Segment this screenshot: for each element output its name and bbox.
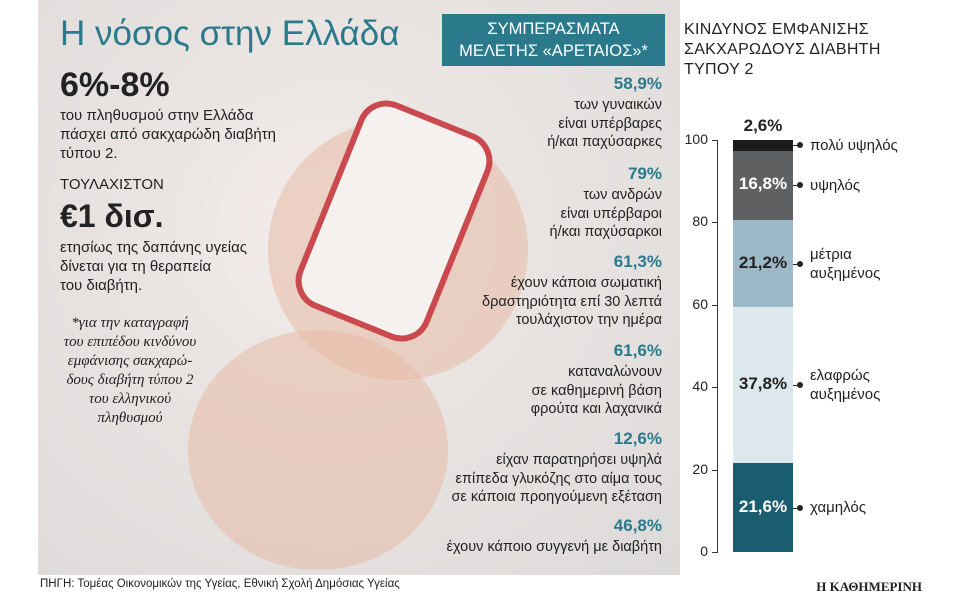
finding-line: φρούτα και λαχανικά [530,401,662,417]
value-label: 21,6% [738,496,788,516]
legend-label: υψηλός [810,176,861,194]
finding-line: σε καθημερινή βάση [531,382,662,399]
text-line: πάσχει από σακχαρώδη διαβήτη [60,126,276,143]
brand: Η ΚΑΘΗΜΕΡΙΝΗ [816,579,922,594]
label: ΤΟΥΛΑΧΙΣΤΟΝ [60,176,164,193]
value-label: 2,6% [743,116,783,135]
finding-line: ή/και παχύσαρκες [547,134,662,150]
finding-line: είχαν παρατηρήσει υψηλά [496,452,662,468]
finding-line: επίπεδα γλυκόζης στο αίμα τους [455,470,662,487]
y-tick [712,552,718,553]
value-label: 37,8% [738,374,788,394]
legend-label: μέτρια αυξημένος [810,245,881,282]
finding-number: 46,8% [613,516,662,535]
text-line: του πληθυσμού στην Ελλάδα [60,107,254,124]
source: ΠΗΓΗ: Τομέας Οικονομικών της Υγείας, Εθν… [40,578,400,590]
pointer-line [793,385,797,387]
pointer-dot [797,382,803,389]
text-line: τύπου 2. [60,145,118,162]
bar-segment [733,307,793,463]
note-line: του ελληνικού [88,391,172,407]
text-line: ετησίως της δαπάνης υγείας [60,239,248,256]
pointer-line [793,145,799,147]
finding-line: είναι υπέρβαρες [558,115,662,132]
study-header: ΣΥΜΠΕΡΑΣΜΑΤΑ ΜΕΛΕΤΗΣ «ΑΡΕΤΑΙΟΣ»* [442,14,665,66]
finding-line: δραστηριότητα επί 30 λεπτά [482,293,662,310]
pointer-dot [797,504,803,511]
hand-shape [188,330,448,570]
y-tick [712,387,718,389]
note-line: πληθυσμού [97,410,163,426]
note-line: του επιπέδου κινδύνου [63,334,197,350]
chart-panel [680,0,960,575]
legend-label: χαμηλός [810,499,866,516]
finding-line: έχουν κάποιο συγγενή με διαβήτη [446,539,663,555]
legend-label: πολύ υψηλός [810,136,898,154]
pointer-line [793,185,797,187]
note-line: *για την καταγραφή [71,315,189,331]
value-label: 16,8% [738,174,788,194]
y-tick-label: 20 [692,460,708,477]
bar-segment [733,150,793,220]
finding-line: καταναλώνουν [568,364,662,380]
bar-segment [733,219,793,308]
y-tick-label: 0 [700,543,708,559]
finding-line: έχουν κάποια σωματική [510,275,662,291]
finding-number: 79% [627,164,662,183]
legend-label: ελαφρώς αυξημένος [810,367,881,404]
title: Η νόσος στην Ελλάδα [60,14,400,53]
finding-line: ή/και παχύσαρκοι [549,224,662,240]
text-line: δίνεται για τη θεραπεία [60,258,212,275]
text-line: του διαβήτη. [60,277,143,294]
y-tick [712,222,718,224]
stat: 6%-8% [60,66,170,104]
note-line: εμφάνισης σακχαρώ- [67,353,193,369]
finding-line: σε κάποια προηγούμενη εξέταση [451,489,662,505]
finding-number: 61,3% [613,252,662,271]
pointer-line [793,263,797,265]
note-line: δους διαβήτη τύπου 2 [66,372,194,388]
background-photo [38,0,688,575]
finding-number: 12,6% [613,429,662,448]
pointer-dot [797,142,803,149]
y-axis [717,140,718,552]
y-tick [712,304,718,306]
cost: €1 δισ. [60,198,164,234]
finding-number: 58,9% [613,74,662,93]
y-tick [712,140,718,141]
finding-line: τουλάχιστον την ημέρα [515,312,662,328]
y-tick-label: 100 [684,131,708,147]
value-label: 21,2% [738,252,788,272]
y-tick-label: 60 [692,295,708,312]
finding-line: των γυναικών [574,97,662,113]
finding-line: των ανδρών [583,187,662,203]
pointer-line [793,507,797,509]
bar-segment [733,140,793,151]
bar-segment [733,463,793,552]
y-tick-label: 40 [692,378,708,395]
chart-title: ΚΙΝΔΥΝΟΣ ΕΜΦΑΝΙΣΗΣ ΣΑΚΧΑΡΩΔΟΥΣ ΔΙΑΒΗΤΗ Τ… [684,21,881,78]
finding-number: 61,6% [613,341,662,360]
pointer-dot [797,260,803,267]
finding-line: είναι υπέρβαροι [560,205,662,222]
y-tick [712,469,718,471]
y-tick-label: 80 [692,213,708,230]
pointer-dot [797,182,803,189]
